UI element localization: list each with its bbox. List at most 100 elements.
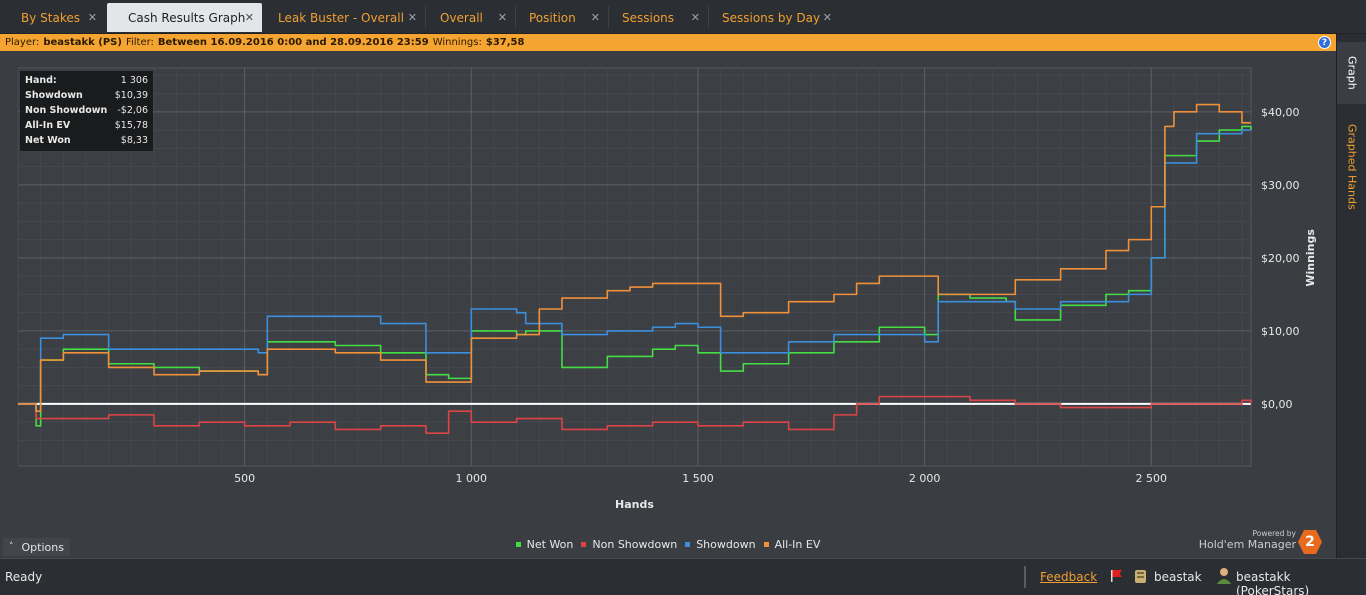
stat-label: Hand: [25,75,57,86]
tab-label: Position [529,10,576,25]
legend-item-showdown[interactable]: Showdown [685,538,756,551]
tab-label: By Stakes [21,10,80,25]
side-tab-graphed-hands[interactable]: Graphed Hands [1337,114,1366,220]
stat-label: Showdown [25,90,83,101]
x-tick-label: 2 000 [909,472,941,485]
tab-leak-buster-overall[interactable]: Leak Buster - Overall ✕ [263,3,425,32]
legend-label: Showdown [696,538,756,551]
y-tick-label: $40,00 [1261,106,1300,119]
legend-item-net-won[interactable]: Net Won [515,538,574,551]
stat-label: All-In EV [25,120,71,131]
stats-row: Net Won $8,33 [25,133,148,148]
legend-item-all-in-ev[interactable]: All-In EV [763,538,821,551]
close-icon[interactable]: ✕ [690,11,700,24]
filter-value: Between 16.09.2016 0:00 and 28.09.2016 2… [157,37,429,48]
stat-value: $10,39 [114,90,148,101]
player-label: Player: [5,37,40,48]
tab-position[interactable]: Position ✕ [516,3,608,32]
close-icon[interactable]: ✕ [87,11,97,24]
chart-legend: Net Won Non Showdown Showdown All-In EV [0,538,1336,551]
close-icon[interactable]: ✕ [590,11,600,24]
legend-label: All-In EV [774,538,821,551]
side-tab-label: Graph [1345,56,1359,90]
filter-label: Filter: [125,37,154,48]
powered-by-text: Powered by [1252,529,1296,538]
database-icon[interactable] [1134,569,1147,584]
help-icon[interactable]: ? [1318,36,1331,49]
winnings-label: Winnings: [432,37,482,48]
y-tick-label: $0,00 [1261,398,1293,411]
product-name: Hold'em Manager [1198,538,1296,551]
x-axis-title: Hands [615,498,654,511]
tab-label: Sessions by Day [722,10,821,25]
player-icon[interactable] [1216,567,1232,585]
player-name[interactable]: beastakk (PokerStars) [1236,570,1310,595]
tab-divider [708,6,709,28]
status-bar: Ready Feedback beastak beastakk (PokerSt… [0,558,1366,595]
tab-divider [425,6,426,28]
stats-row: Showdown $10,39 [25,88,148,103]
legend-swatch [763,542,769,547]
stat-value: $8,33 [120,135,148,146]
close-icon[interactable]: ✕ [407,11,417,24]
tab-sessions[interactable]: Sessions ✕ [609,3,708,32]
x-tick-label: 1 000 [456,472,488,485]
flag-icon[interactable] [1110,569,1124,583]
tab-label: Cash Results Graph [128,10,246,25]
tab-divider [515,6,516,28]
database-user[interactable]: beastak [1154,570,1202,584]
tab-label: Leak Buster - Overall [278,10,404,25]
series-line-non-showdown [18,395,1252,434]
plot-background [17,67,1252,467]
winnings-value: $37,58 [485,37,525,48]
tab-label: Overall [440,10,483,25]
close-icon[interactable]: ✕ [244,11,254,24]
options-button[interactable]: ˄ Options [3,538,70,556]
x-tick-label: 1 500 [682,472,714,485]
stats-row: Non Showdown -$2,06 [25,103,148,118]
legend-swatch [515,542,521,547]
hm-logo-icon: 2 [1298,530,1322,554]
y-tick-label: $20,00 [1261,252,1300,265]
tab-bar: By Stakes ✕ Cash Results Graph ✕ Leak Bu… [0,0,1366,34]
powered-by: Powered by Hold'em Manager [1199,529,1296,551]
legend-swatch [581,542,587,547]
side-tab-label: Graphed Hands [1345,124,1359,210]
tab-divider [608,6,609,28]
tab-label: Sessions [622,10,675,25]
stats-row: Hand: 1 306 [25,73,148,88]
legend-swatch [685,542,691,547]
tab-by-stakes[interactable]: By Stakes ✕ [0,3,105,32]
y-tick-label: $30,00 [1261,179,1300,192]
tab-overall[interactable]: Overall ✕ [426,3,515,32]
y-axis-title: Winnings [1304,229,1317,287]
y-tick-label: $10,00 [1261,325,1300,338]
chart-area: 500 1 000 1 500 2 000 2 500 $0,00 $10,00 $20,00… [0,51,1336,558]
stats-row: All-In EV $15,78 [25,118,148,133]
options-label: Options [21,540,64,554]
stats-tooltip: Hand: 1 306 Showdown $10,39 Non Showdown -$… [20,71,153,151]
side-panel: Graph Graphed Hands [1336,34,1366,558]
legend-label: Net Won [526,538,574,551]
stat-label: Net Won [25,135,71,146]
x-tick-label: 2 500 [1136,472,1168,485]
close-icon[interactable]: ✕ [822,11,832,24]
tab-cash-results-graph[interactable]: Cash Results Graph ✕ [107,3,262,32]
stat-value: $15,78 [114,120,148,131]
legend-label: Non Showdown [592,538,678,551]
feedback-link[interactable]: Feedback [1040,570,1098,584]
results-chart: 500 1 000 1 500 2 000 2 500 $0,00 $10,00 $20,00… [17,67,1317,511]
filter-bar: Player: beastakk (PS) Filter: Between 16… [0,34,1336,51]
stat-label: Non Showdown [25,105,108,116]
stat-value: -$2,06 [117,105,148,116]
stat-value: 1 306 [120,75,148,86]
legend-item-non-showdown[interactable]: Non Showdown [581,538,677,551]
status-text: Ready [5,570,43,584]
tab-sessions-by-day[interactable]: Sessions by Day ✕ [709,3,840,32]
close-icon[interactable]: ✕ [497,11,507,24]
series-line-showdown [18,129,1251,413]
side-tab-graph[interactable]: Graph [1337,42,1366,104]
player-value: beastakk (PS) [43,37,122,48]
x-tick-label: 500 [234,472,255,485]
